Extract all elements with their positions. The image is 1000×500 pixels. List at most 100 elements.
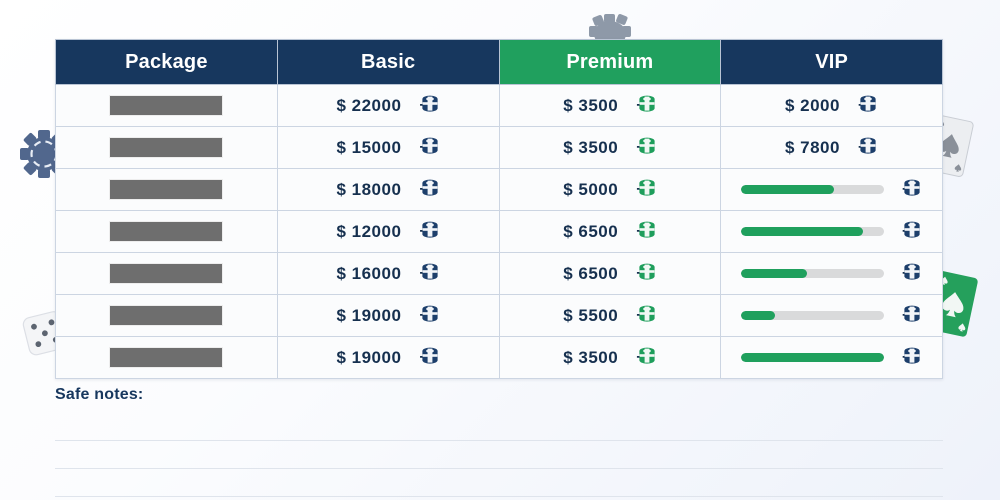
premium-amount: $ 3500 xyxy=(563,137,619,157)
poker-chip-stack-icon xyxy=(904,179,920,196)
poker-chip-stack-navy-icon xyxy=(902,346,922,370)
premium-amount: $ 5500 xyxy=(563,305,619,325)
safe-notes-section: Safe notes: xyxy=(55,386,943,497)
premium-cell[interactable]: $ 5000 + xyxy=(498,168,722,211)
table-row: $ 12000 + $ 6500 + + xyxy=(55,210,943,253)
vip-progress-bar[interactable] xyxy=(740,311,884,320)
basic-chip-group: + xyxy=(419,262,439,286)
header-vip[interactable]: VIP xyxy=(720,39,943,85)
safe-notes-line[interactable] xyxy=(55,469,943,497)
vip-chip-group: + xyxy=(902,220,922,244)
vip-cell[interactable]: $ 7800 + xyxy=(720,126,943,169)
header-package[interactable]: Package xyxy=(55,39,278,85)
poker-chip-stack-navy-icon xyxy=(902,220,922,244)
poker-chip-stack-navy-icon xyxy=(420,94,440,118)
package-cell[interactable] xyxy=(55,210,278,253)
header-premium[interactable]: Premium xyxy=(498,39,722,85)
basic-chip-group: + xyxy=(419,220,439,244)
vip-progress-bar[interactable] xyxy=(740,185,884,194)
premium-chip-group: + xyxy=(636,346,656,370)
premium-amount: $ 6500 xyxy=(563,263,619,283)
vip-cell[interactable]: + xyxy=(720,168,943,211)
basic-cell[interactable]: $ 18000 + xyxy=(276,168,500,211)
poker-chip-stack-navy-icon xyxy=(420,346,440,370)
basic-cell[interactable]: $ 15000 + xyxy=(276,126,500,169)
vip-cell[interactable]: $ 2000 + xyxy=(720,84,943,127)
poker-chip-stack-icon xyxy=(422,95,438,112)
poker-chip-stack-icon xyxy=(422,263,438,280)
poker-chip-stack-icon xyxy=(904,305,920,322)
basic-amount: $ 18000 xyxy=(336,179,402,199)
basic-amount: $ 12000 xyxy=(336,221,402,241)
package-placeholder-bar xyxy=(109,179,224,200)
column-header-label: Basic xyxy=(360,50,416,73)
poker-chip-stack-navy-icon xyxy=(858,94,878,118)
package-cell[interactable] xyxy=(55,126,278,169)
poker-chip-stack-icon xyxy=(638,263,655,280)
poker-chip-stack-icon xyxy=(422,221,438,238)
table-row: $ 15000 + $ 3500 + $ 7800 + xyxy=(55,126,943,169)
premium-chip-group: + xyxy=(636,220,656,244)
premium-cell[interactable]: $ 5500 + xyxy=(498,294,722,337)
premium-chip-group: + xyxy=(636,262,656,286)
basic-cell[interactable]: $ 22000 + xyxy=(276,84,500,127)
poker-chip-stack-navy-icon xyxy=(902,178,922,202)
poker-chip-stack-icon xyxy=(638,95,655,112)
vip-chip-group: + xyxy=(902,346,922,370)
header-basic[interactable]: Basic xyxy=(276,39,500,85)
basic-amount: $ 22000 xyxy=(336,95,402,115)
table-header-row: Package Basic Premium VIP xyxy=(55,39,943,85)
vip-cell[interactable]: + xyxy=(720,252,943,295)
poker-chip-stack-navy-icon xyxy=(420,178,440,202)
package-cell[interactable] xyxy=(55,252,278,295)
poker-chip-stack-green-icon xyxy=(637,262,657,286)
package-placeholder-bar xyxy=(109,221,224,242)
basic-cell[interactable]: $ 12000 + xyxy=(276,210,500,253)
poker-chip-stack-icon xyxy=(422,137,438,154)
premium-chip-group: + xyxy=(636,304,656,328)
package-cell[interactable] xyxy=(55,294,278,337)
poker-chip-stack-icon xyxy=(422,305,438,322)
vip-progress-bar[interactable] xyxy=(740,269,884,278)
vip-amount: $ 7800 xyxy=(784,137,840,157)
vip-cell[interactable]: + xyxy=(720,336,943,379)
vip-cell[interactable]: + xyxy=(720,210,943,253)
premium-cell[interactable]: $ 3500 + xyxy=(498,336,722,379)
poker-chip-stack-green-icon xyxy=(637,94,657,118)
poker-chip-stack-navy-icon xyxy=(420,136,440,160)
basic-cell[interactable]: $ 19000 + xyxy=(276,336,500,379)
vip-chip-group: + xyxy=(902,178,922,202)
vip-progress-fill xyxy=(740,311,776,320)
vip-cell[interactable]: + xyxy=(720,294,943,337)
table-header: Package Basic Premium VIP xyxy=(55,39,943,85)
package-cell[interactable] xyxy=(55,336,278,379)
table-row: $ 19000 + $ 5500 + + xyxy=(55,294,943,337)
safe-notes-line[interactable] xyxy=(55,413,943,441)
table-row: $ 18000 + $ 5000 + + xyxy=(55,168,943,211)
premium-cell[interactable]: $ 3500 + xyxy=(498,84,722,127)
premium-cell[interactable]: $ 3500 + xyxy=(498,126,722,169)
vip-progress-bar[interactable] xyxy=(740,227,884,236)
premium-cell[interactable]: $ 6500 + xyxy=(498,210,722,253)
vip-progress-fill xyxy=(740,353,884,362)
basic-cell[interactable]: $ 16000 + xyxy=(276,252,500,295)
table-body: $ 22000 + $ 3500 + $ 2000 + $ 15000 + $ 3500 + $ 7… xyxy=(55,84,943,379)
package-placeholder-bar xyxy=(109,347,224,368)
poker-chip-stack-icon xyxy=(638,305,655,322)
column-header-label: Package xyxy=(125,50,208,73)
safe-notes-line[interactable] xyxy=(55,441,943,469)
poker-chip-stack-green-icon xyxy=(637,304,657,328)
package-placeholder-bar xyxy=(109,263,224,284)
basic-chip-group: + xyxy=(419,94,439,118)
package-cell[interactable] xyxy=(55,84,278,127)
premium-cell[interactable]: $ 6500 + xyxy=(498,252,722,295)
vip-amount: $ 2000 xyxy=(784,95,840,115)
poker-chip-stack-green-icon xyxy=(637,136,657,160)
basic-cell[interactable]: $ 19000 + xyxy=(276,294,500,337)
vip-progress-bar[interactable] xyxy=(740,353,884,362)
vip-chip-group: + xyxy=(858,94,878,118)
vip-chip-group: + xyxy=(858,136,878,160)
package-cell[interactable] xyxy=(55,168,278,211)
basic-chip-group: + xyxy=(419,346,439,370)
